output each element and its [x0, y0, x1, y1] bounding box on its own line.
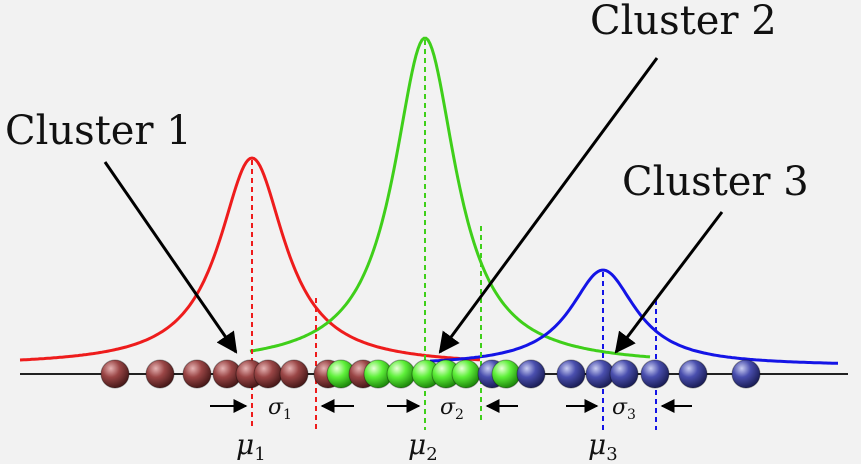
sigma-2-label: σ2 — [440, 395, 464, 423]
cluster-1-arrow — [103, 161, 238, 354]
cluster-1-curve — [19, 156, 481, 362]
cluster-3-point — [678, 359, 708, 389]
cluster-2-label: Cluster 2 — [590, 0, 777, 44]
sigma-1-label: σ1 — [268, 395, 292, 423]
cluster-2-point — [451, 359, 481, 389]
cluster-3-arrow — [614, 211, 724, 354]
cluster-1-point — [145, 359, 175, 389]
cluster-3-label: Cluster 3 — [622, 159, 809, 205]
cluster-3-point — [516, 359, 546, 389]
mu-1-label: μ1 — [236, 428, 266, 464]
cluster-3-point — [609, 359, 639, 389]
cluster-3-point — [556, 359, 586, 389]
mu-3-label: μ3 — [588, 428, 618, 464]
cluster-1-point — [182, 359, 212, 389]
cluster-2-curve — [249, 36, 651, 359]
cluster-2-point — [491, 359, 521, 389]
cluster-1-point — [279, 359, 309, 389]
mu-2-label: μ2 — [408, 428, 438, 464]
cluster-3-point — [640, 359, 670, 389]
data-points — [100, 359, 761, 389]
cluster-2-arrow — [438, 57, 659, 354]
cluster-3-point — [731, 359, 761, 389]
sigma-3-label: σ3 — [612, 395, 636, 423]
cluster-2-point — [386, 359, 416, 389]
cluster-1-label: Cluster 1 — [5, 108, 192, 154]
cluster-1-point — [253, 359, 283, 389]
cluster-1-point — [100, 359, 130, 389]
cluster-3-curve — [429, 268, 838, 365]
